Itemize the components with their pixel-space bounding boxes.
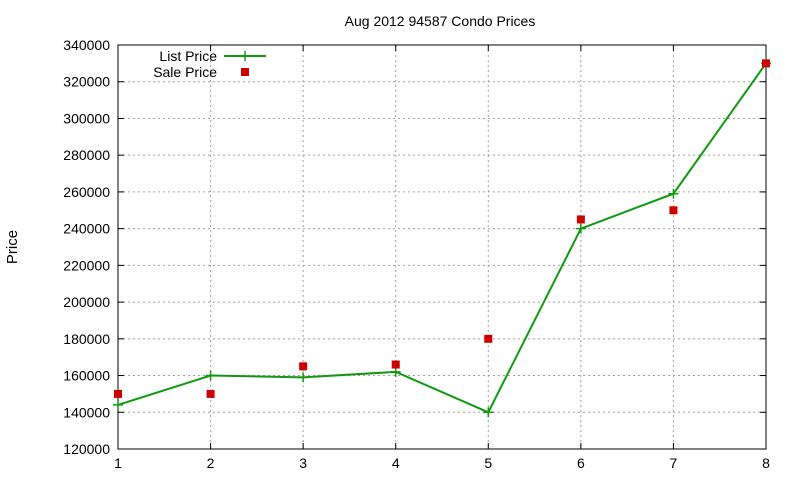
y-tick-label: 220000 — [63, 257, 110, 273]
sale-price-point — [391, 360, 400, 369]
list-price-point — [205, 370, 216, 381]
x-tick-label: 6 — [577, 455, 585, 471]
sale-price-point — [669, 206, 678, 215]
y-axis-label: Price — [4, 230, 21, 264]
sale-price-point — [576, 215, 585, 224]
y-tick-label: 300000 — [63, 110, 110, 126]
list-price-point — [390, 366, 401, 377]
sale-price-point — [206, 389, 215, 398]
x-tick-label: 5 — [484, 455, 492, 471]
list-price-point — [298, 372, 309, 383]
legend-square-marker — [241, 68, 249, 76]
x-tick-label: 4 — [392, 455, 400, 471]
series-layer — [113, 58, 771, 418]
x-tick-label: 3 — [299, 455, 307, 471]
list-price-line — [117, 62, 767, 414]
axis-ticks: 120000 140000 160000 180000 200000 220000 2400… — [63, 37, 770, 471]
y-tick-label: 280000 — [63, 147, 110, 163]
legend-cross-marker — [240, 51, 250, 61]
y-tick-label: 140000 — [63, 404, 110, 420]
x-tick-label: 1 — [114, 455, 122, 471]
y-tick-label: 240000 — [63, 221, 110, 237]
y-tick-label: 160000 — [63, 368, 110, 384]
legend-label: Sale Price — [153, 64, 217, 80]
x-tick-label: 2 — [207, 455, 215, 471]
series-sale-price — [114, 59, 770, 398]
plot-frame — [117, 44, 767, 450]
sale-price-point — [299, 362, 308, 371]
series-list-price — [113, 58, 771, 418]
x-tick-label: 7 — [670, 455, 678, 471]
sale-price-point — [484, 334, 493, 343]
y-tick-label: 180000 — [63, 331, 110, 347]
list-price-point — [575, 223, 586, 234]
y-tick-label: 320000 — [63, 74, 110, 90]
sale-price-point — [114, 389, 122, 398]
grid — [118, 45, 766, 449]
list-price-point — [113, 399, 123, 410]
list-price-point — [483, 407, 494, 418]
y-tick-label: 260000 — [63, 184, 110, 200]
chart-title: Aug 2012 94587 Condo Prices — [345, 13, 536, 29]
y-tick-label: 120000 — [63, 441, 110, 457]
sale-price-point — [762, 59, 770, 68]
y-tick-label: 340000 — [63, 37, 110, 53]
x-tick-label: 8 — [762, 455, 770, 471]
list-price-point — [668, 188, 679, 199]
legend-label: List Price — [159, 48, 217, 64]
y-tick-label: 200000 — [63, 294, 110, 310]
